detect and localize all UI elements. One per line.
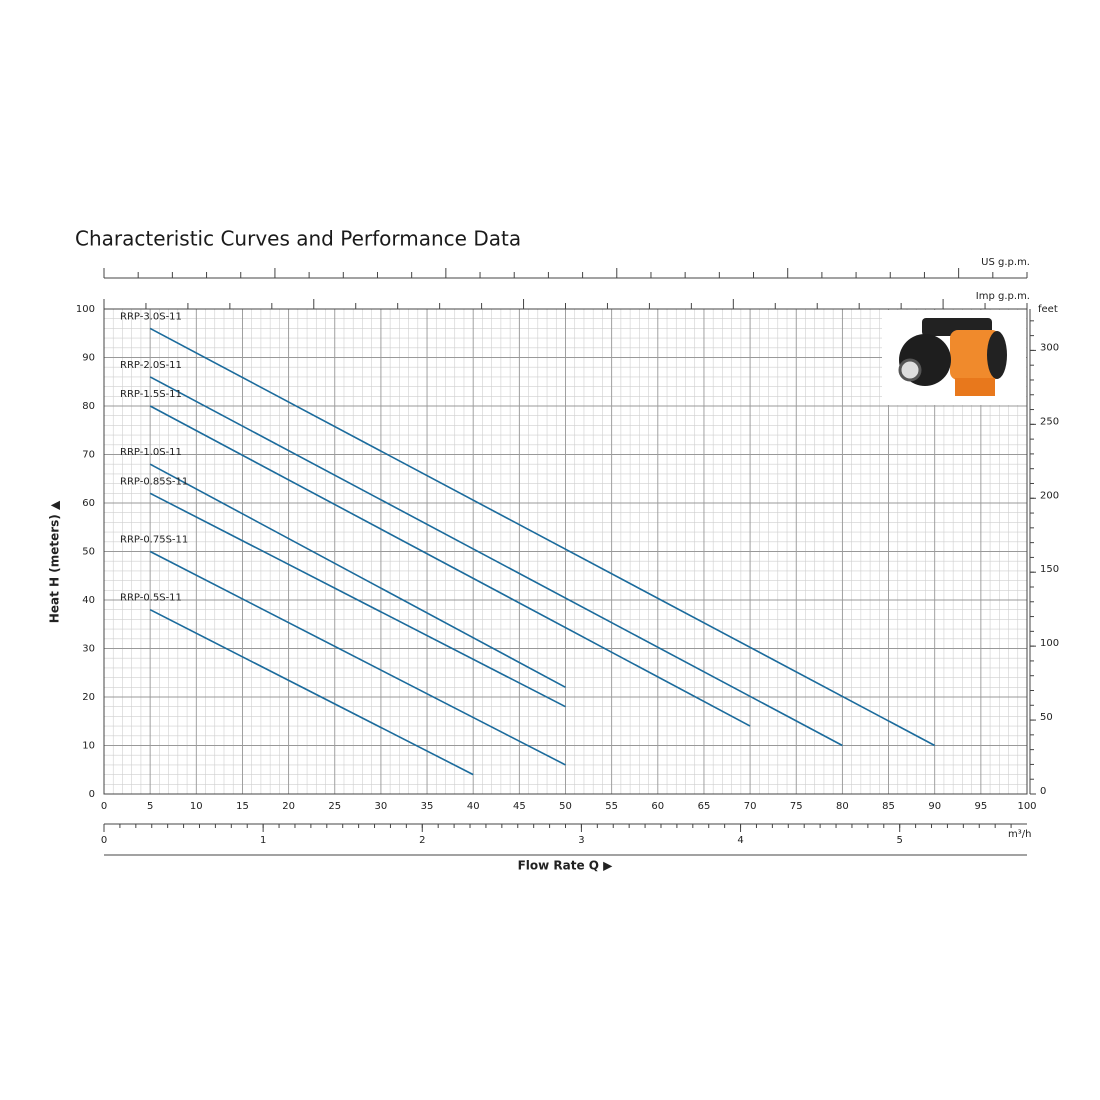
series-label: RRP-0.85S-11 (120, 476, 188, 487)
y-tick-label: 0 (89, 789, 95, 800)
pump-inlet (898, 358, 922, 382)
y2-tick-label: 200 (1040, 490, 1059, 501)
x2-tick-label: 5 (897, 835, 903, 846)
y-tick-label: 70 (82, 450, 95, 461)
series-line (149, 376, 843, 747)
x-tick-label: 75 (790, 801, 803, 812)
pump-endcap (987, 331, 1007, 379)
y-tick-label: 100 (76, 304, 95, 315)
x-tick-label: 30 (375, 801, 388, 812)
x-tick-label: 0 (101, 801, 107, 812)
series-line (149, 492, 566, 708)
y2-tick-label: 300 (1040, 342, 1059, 353)
top-axis-label: Imp g.p.m. (976, 291, 1030, 302)
pump-motor (950, 330, 1000, 380)
x-tick-label: 65 (698, 801, 711, 812)
series-label: RRP-1.5S-11 (120, 389, 182, 400)
x-tick-label: 70 (744, 801, 757, 812)
y-axis-label: Heat H (meters) ▲ (48, 500, 62, 623)
x-tick-label: 95 (974, 801, 987, 812)
x-tick-label: 45 (513, 801, 526, 812)
series-label: RRP-2.0S-11 (120, 360, 182, 371)
y2-tick-label: 250 (1040, 416, 1059, 427)
series-line (149, 608, 474, 776)
y-tick-label: 10 (82, 741, 95, 752)
x2-axis-label: m³/h (1008, 829, 1031, 840)
series-line (149, 463, 566, 689)
y-tick-label: 40 (82, 595, 95, 606)
y2-tick-label: 100 (1040, 638, 1059, 649)
x-axis-label: Flow Rate Q ▶ (518, 859, 614, 873)
y2-axis-label: feet (1038, 304, 1058, 315)
y-tick-label: 30 (82, 644, 95, 655)
y2-tick-label: 50 (1040, 712, 1053, 723)
plot: RRP-3.0S-11 RRP-2.0S-11 RRP-1.5S-11 RRP-1.0… (120, 311, 936, 776)
x-tick-label: 40 (467, 801, 480, 812)
y-tick-label: 50 (82, 547, 95, 558)
x-tick-label: 100 (1017, 801, 1036, 812)
x-tick-label: 20 (282, 801, 295, 812)
y2-tick-label: 0 (1040, 786, 1046, 797)
series-line (149, 327, 936, 747)
grid (103, 308, 1028, 795)
series-label: RRP-3.0S-11 (120, 311, 182, 322)
x-tick-label: 15 (236, 801, 249, 812)
x-tick-label: 50 (559, 801, 572, 812)
pump-image (882, 310, 1026, 405)
x-tick-label: 10 (190, 801, 203, 812)
x-tick-label: 60 (651, 801, 664, 812)
x2-tick-label: 3 (578, 835, 584, 846)
series-line (149, 405, 751, 727)
x-tick-label: 85 (882, 801, 895, 812)
series-label: RRP-0.75S-11 (120, 535, 188, 546)
series-label: RRP-0.5S-11 (120, 593, 182, 604)
x-tick-label: 25 (328, 801, 341, 812)
pump-base (955, 378, 995, 396)
x-tick-label: 35 (421, 801, 434, 812)
series-label: RRP-1.0S-11 (120, 447, 182, 458)
x2-tick-label: 0 (101, 835, 107, 846)
x2-tick-label: 2 (419, 835, 425, 846)
x-tick-label: 5 (147, 801, 153, 812)
x2-tick-label: 4 (737, 835, 743, 846)
chart-title: Characteristic Curves and Performance Da… (75, 227, 521, 251)
x-tick-label: 55 (605, 801, 618, 812)
series-line (149, 550, 566, 766)
x-tick-label: 80 (836, 801, 849, 812)
top-axis-label: US g.p.m. (981, 257, 1030, 268)
y-tick-label: 90 (82, 353, 95, 364)
y-tick-label: 80 (82, 401, 95, 412)
y-tick-label: 20 (82, 692, 95, 703)
x2-tick-label: 1 (260, 835, 266, 846)
y2-tick-label: 150 (1040, 564, 1059, 575)
y-tick-label: 60 (82, 498, 95, 509)
x-tick-label: 90 (928, 801, 941, 812)
